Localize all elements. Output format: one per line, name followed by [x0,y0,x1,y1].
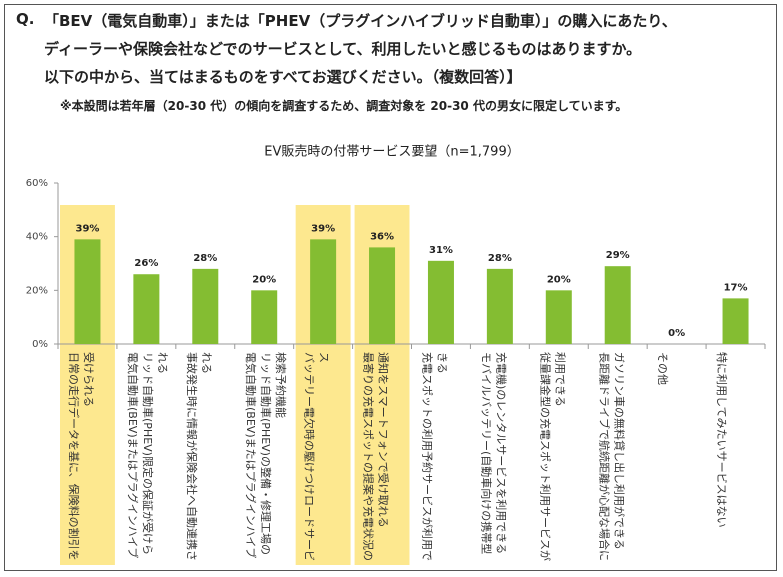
value-label: 28% [193,253,217,264]
x-tick-label: 従量課金型の充電スポット利用サービスが利用できる [538,352,567,561]
highlights [60,205,410,565]
bar [310,239,337,344]
bar [251,290,278,344]
value-label: 31% [429,245,453,256]
bar [545,290,572,344]
bar [369,247,396,344]
x-tick-label: 日常の走行データを基に、保険料の割引を受けられる [67,352,95,561]
bar [604,266,631,344]
y-tick-label: 40% [26,232,48,243]
x-tick-label: 事故発生時に情報が保険会社へ自動連携される [184,352,213,561]
bar [486,268,513,344]
frame [4,4,777,571]
x-tick-label: 電気自動車(BEV)またはプラグインハイブリッド自動車(PHEV)限定の保証が受… [125,352,169,559]
bar [427,260,454,344]
y-tick-label: 0% [32,339,48,350]
question-prefix: Q. [16,10,35,28]
bar [133,274,160,344]
value-label: 28% [488,253,512,264]
chart-title: EV販売時の付帯サービス要望（n=1,799） [264,144,519,160]
x-tick-label: 長距離ドライブで航続距離が心配な場合にガソリン車の無料貸し出し利用ができる [597,352,626,561]
bar [74,239,101,344]
value-label: 26% [134,258,158,269]
value-label: 17% [724,282,748,293]
question-line: 「BEV（電気自動車）」または「PHEV（プラグインハイブリッド自動車）」の購入… [44,12,677,30]
x-tick-label: その他 [656,352,670,385]
bar [722,298,749,344]
bar [192,268,219,344]
y-tick-label: 60% [26,178,48,189]
value-label: 36% [370,231,394,242]
value-label: 20% [547,274,571,285]
x-tick-label: モバイルバッテリー(自動車向けの携帯型充電機)のレンタルサービスを利用できる [479,352,508,555]
value-label: 20% [252,274,276,285]
value-label: 39% [75,223,99,234]
y-tick-label: 20% [26,285,48,296]
note: ※本設問は若年層（20-30 代）の傾向を調査するため、調査対象を 20-30 … [60,99,628,113]
x-tick-label: 最寄りの充電スポットの提案や充電状況の通知をスマートフォンで受け取れる [361,352,390,561]
x-tick-label: 電気自動車(BEV)またはプラグインハイブリッド自動車(PHEV)の整備・修理工… [243,352,287,559]
x-tick-label: 充電スポットの利用予約サービスが利用できる [420,352,449,561]
value-label: 29% [606,250,630,261]
question-line: ディーラーや保険会社などでのサービスとして、利用したいと感じるものはありますか。 [44,40,642,58]
x-tick-label: バッテリー電欠時の駆けつけロードサービス [302,352,331,561]
value-label: 0% [668,328,685,339]
question-line: 以下の中から、当てはまるものをすべてお選びください。（複数回答）】 [44,68,522,86]
value-label: 39% [311,223,335,234]
x-tick-label: 特に利用してみたいサービスはない [715,352,729,528]
